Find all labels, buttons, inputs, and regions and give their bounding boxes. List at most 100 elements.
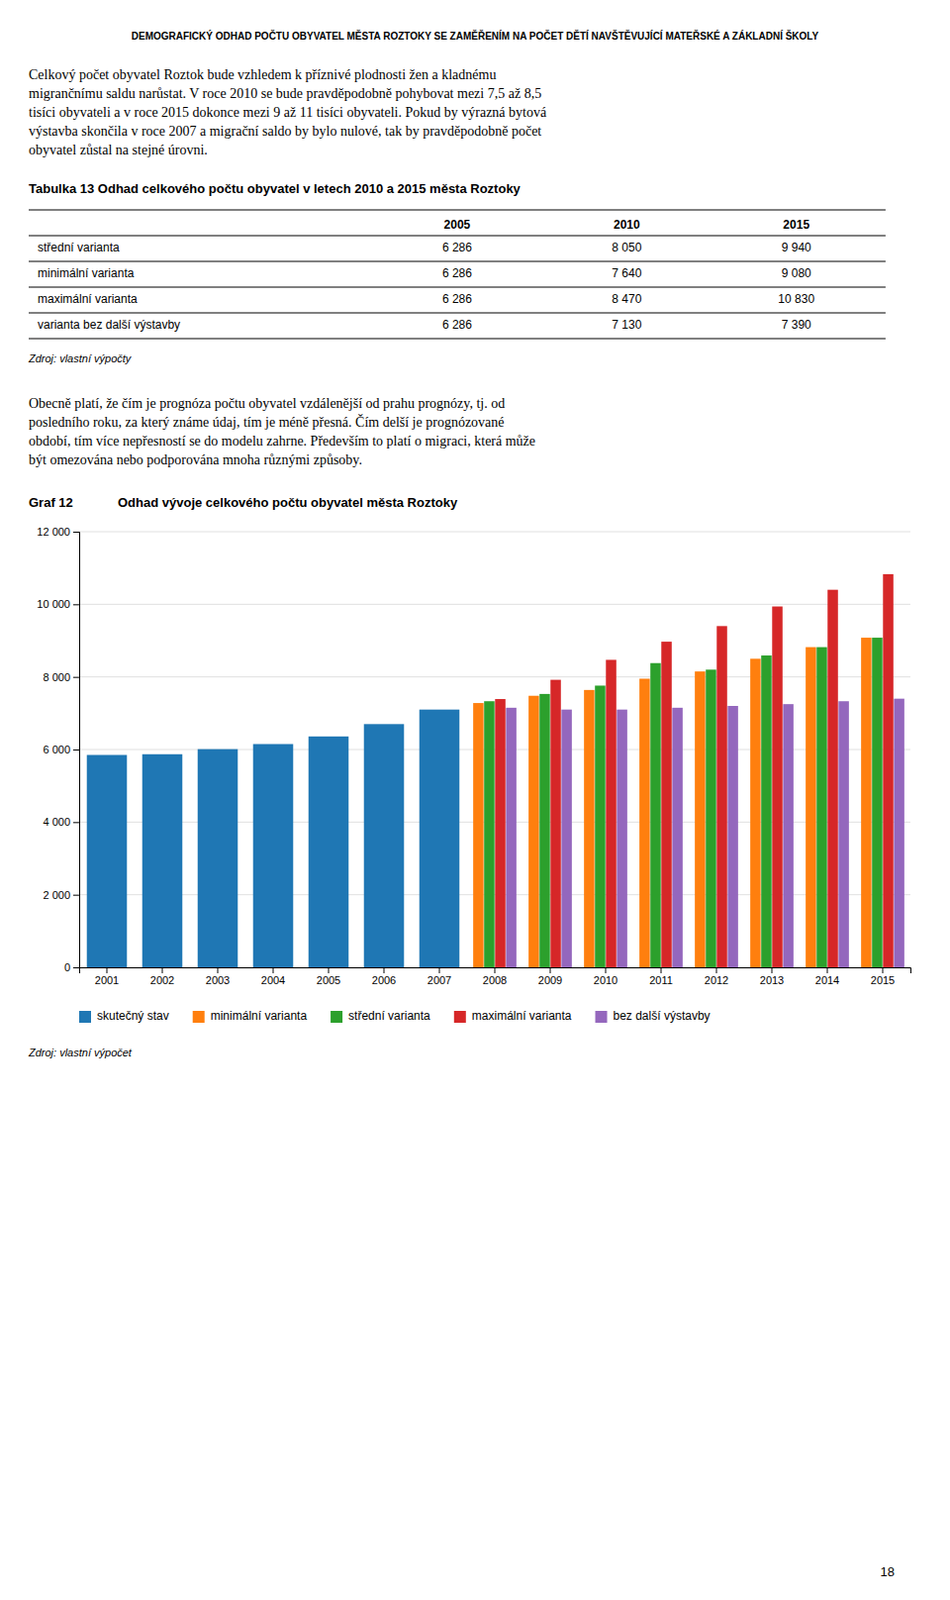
bar — [550, 679, 562, 967]
y-tick: 8 000 — [42, 670, 80, 683]
bar — [483, 700, 495, 967]
table-cell: 7 130 — [611, 317, 642, 332]
table-cell: 6 286 — [442, 317, 473, 332]
y-tick-label: 10 000 — [36, 597, 71, 610]
bars — [87, 573, 905, 967]
bar — [583, 689, 595, 967]
bar — [650, 663, 662, 967]
bar — [87, 755, 128, 968]
legend-swatch — [330, 1010, 343, 1023]
page-number: 18 — [879, 1563, 894, 1579]
x-tick-mark — [106, 966, 108, 973]
y-tick-mark — [73, 821, 80, 823]
table-cell: střední varianta — [37, 240, 120, 255]
bar — [827, 589, 839, 967]
legend-label: bez další výstavby — [613, 1008, 711, 1023]
bar — [893, 698, 905, 967]
y-tick-label: 12 000 — [36, 525, 71, 538]
table-source: Zdroj: vlastní výpočty — [27, 352, 133, 365]
bar — [528, 695, 540, 967]
x-tick-label: 2001 — [95, 973, 119, 986]
table-cell: 7 640 — [611, 266, 642, 281]
bar — [671, 707, 683, 967]
x-tick: 2013 — [760, 966, 784, 986]
bar — [616, 709, 628, 967]
y-tick-mark — [73, 749, 80, 751]
body-text: Obecně platí, že čím je prognóza počtu o… — [28, 395, 536, 468]
legend-swatch — [79, 1010, 92, 1023]
bar — [816, 647, 828, 967]
table-cell: 8 050 — [611, 240, 642, 255]
bar — [505, 707, 517, 967]
table-rule — [28, 235, 886, 237]
x-tick: 2012 — [704, 966, 729, 986]
x-tick-mark — [771, 966, 773, 973]
bar — [364, 723, 405, 967]
x-tick-mark — [827, 966, 829, 973]
legend-swatch — [595, 1010, 608, 1023]
table-header: 2005 — [444, 217, 472, 232]
table: Tabulka 13 Odhad celkového počtu obyvate… — [27, 181, 886, 365]
y-tick-label: 0 — [64, 960, 71, 973]
table-rule — [28, 286, 886, 288]
table-cell: 8 470 — [611, 291, 642, 306]
x-tick-label: 2009 — [538, 973, 563, 986]
x-tick-mark — [494, 966, 496, 973]
x-tick: 2003 — [205, 966, 230, 986]
grid-line — [79, 675, 911, 677]
y-tick: 2 000 — [42, 888, 80, 901]
table-header: 2010 — [613, 217, 641, 232]
y-tick-label: 6 000 — [42, 743, 71, 756]
bar — [750, 658, 761, 967]
table-rule — [28, 261, 886, 263]
graph-label: Graf 12 — [28, 494, 74, 510]
bar — [716, 625, 728, 967]
table-cell: 6 286 — [442, 291, 473, 306]
y-tick: 10 000 — [36, 597, 80, 610]
x-tick-label: 2006 — [372, 973, 396, 986]
x-tick: 2008 — [482, 966, 507, 986]
x-tick: 2005 — [316, 966, 341, 986]
bar — [782, 703, 794, 967]
legend-item: skutečný stav — [79, 1008, 170, 1023]
table-cell: 10 830 — [777, 291, 815, 306]
x-tick: 2014 — [815, 966, 840, 986]
bar — [838, 700, 850, 967]
x-tick: 2010 — [593, 966, 618, 986]
x-tick: 2015 — [870, 966, 895, 986]
x-tick-label: 2012 — [704, 973, 729, 986]
table-cell: maximální varianta — [37, 291, 138, 306]
chart-source: Zdroj: vlastní výpočet — [27, 1045, 133, 1058]
x-tick-label: 2015 — [870, 973, 895, 986]
bar — [419, 709, 461, 967]
x-axis: 2001200220032004200520062007200820092010… — [80, 966, 912, 986]
y-tick-mark — [73, 894, 80, 896]
y-tick: 0 — [64, 960, 80, 973]
x-tick-mark — [217, 966, 219, 973]
y-tick: 4 000 — [42, 815, 80, 828]
bar — [771, 606, 783, 967]
table-cell: minimální varianta — [37, 266, 135, 281]
x-tick-label: 2005 — [316, 973, 341, 986]
bar — [197, 749, 239, 967]
chart: 2001200220032004200520062007200820092010… — [36, 525, 911, 986]
x-tick-mark — [439, 966, 441, 973]
x-tick-mark — [661, 966, 663, 973]
x-tick-mark — [328, 966, 330, 973]
y-tick-mark — [73, 603, 80, 605]
x-tick-label: 2013 — [760, 973, 784, 986]
bar — [308, 736, 350, 967]
bar — [539, 693, 551, 967]
x-tick-mark — [383, 966, 385, 973]
y-tick-label: 4 000 — [42, 815, 71, 828]
x-tick: 2011 — [649, 966, 673, 986]
table-cell: 6 286 — [442, 240, 473, 255]
y-tick: 6 000 — [42, 743, 80, 756]
x-tick-label: 2010 — [593, 973, 618, 986]
bar — [860, 637, 872, 967]
bar — [639, 678, 651, 968]
y-axis-line — [73, 532, 81, 968]
bar — [705, 668, 717, 967]
grid-line — [79, 531, 911, 533]
x-tick: 2004 — [261, 966, 285, 986]
